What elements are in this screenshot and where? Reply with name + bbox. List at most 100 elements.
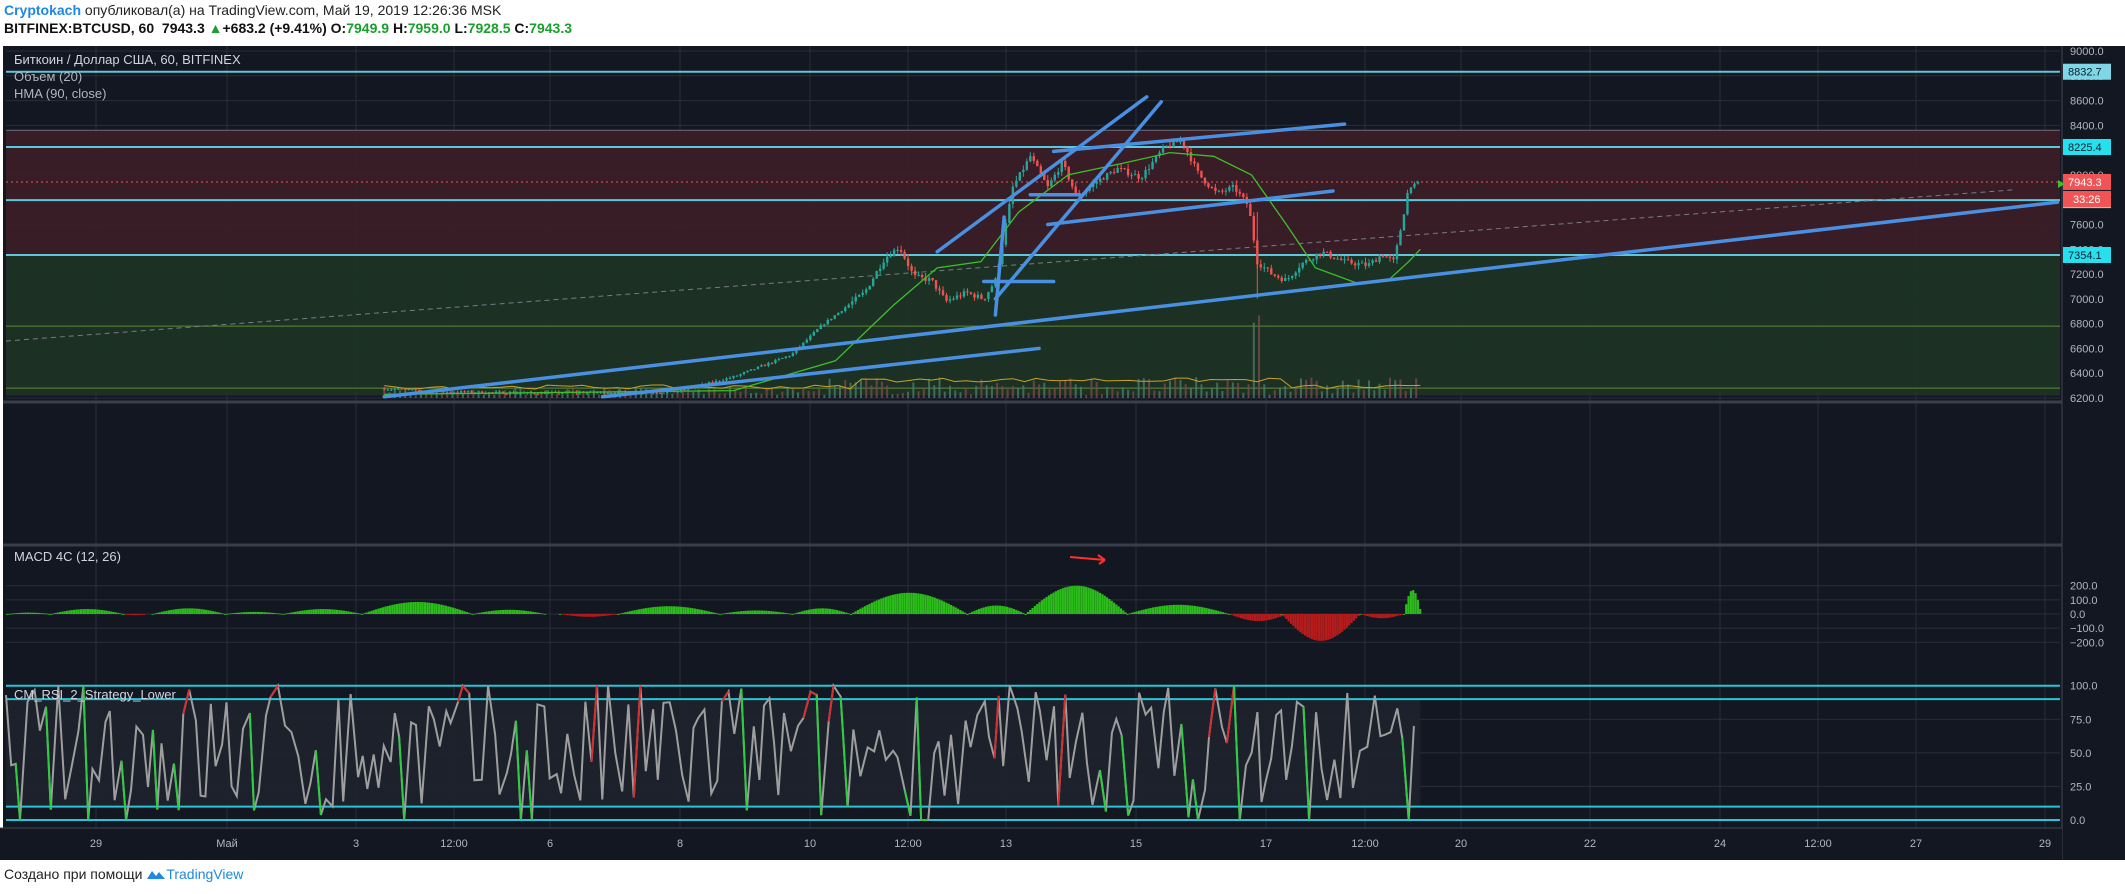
- macd-bar: [926, 595, 929, 614]
- candle-body: [1043, 173, 1046, 181]
- candle-body: [1130, 175, 1133, 177]
- macd-bar: [1071, 585, 1074, 614]
- macd-bar: [38, 612, 41, 614]
- macd-bar: [1357, 614, 1360, 616]
- macd-bar: [633, 610, 636, 614]
- time-axis[interactable]: 29 Май 3 12:00 6 8 10 12:00 13 15 17 12:00 20 22 24 12:…: [0, 827, 2062, 860]
- price-tick-label[interactable]: 8400.0: [2070, 120, 2104, 132]
- price-tick-label[interactable]: 7000.0: [2070, 294, 2104, 306]
- macd-bar: [980, 608, 983, 614]
- rsi-oversold-segment: [314, 750, 322, 816]
- macd-bar: [359, 613, 362, 615]
- macd-bar: [384, 606, 387, 614]
- pane-dividers[interactable]: [0, 46, 2125, 860]
- time-tick-label[interactable]: 13: [1000, 838, 1012, 850]
- time-tick-label[interactable]: 29: [90, 838, 102, 850]
- volume-bar: [781, 391, 784, 398]
- time-tick-label[interactable]: Май: [216, 838, 238, 850]
- price-tick-label[interactable]: 9000.0: [2070, 46, 2104, 58]
- price-tick-label[interactable]: 7600.0: [2070, 219, 2104, 231]
- volume-bar: [461, 393, 464, 398]
- volume-bar: [1252, 322, 1255, 398]
- price-tick-label[interactable]: 6400.0: [2070, 368, 2104, 380]
- price-axis[interactable]: 9000.08800.08600.08400.08200.08000.07800…: [2058, 46, 2125, 860]
- price-tick-label[interactable]: 7200.0: [2070, 269, 2104, 281]
- macd-bar: [480, 612, 484, 614]
- volume-bar: [671, 393, 674, 398]
- trend-line[interactable]: [993, 215, 1006, 317]
- rsi-tick-label[interactable]: 100.0: [2070, 681, 2098, 693]
- trend-line[interactable]: [600, 346, 1041, 399]
- time-tick-label[interactable]: 27: [1910, 838, 1922, 850]
- macd-bar: [513, 609, 516, 614]
- macd-tick-label[interactable]: 100.0: [2070, 595, 2098, 607]
- time-tick-label[interactable]: 12:00: [1351, 838, 1379, 850]
- macd-bar: [1168, 605, 1171, 614]
- price-label[interactable]: 7943.3: [2068, 177, 2102, 189]
- macd-tick-label[interactable]: 0.0: [2070, 609, 2085, 621]
- macd-bar: [1101, 594, 1104, 614]
- time-tick-label[interactable]: 3: [353, 838, 359, 850]
- trend-line[interactable]: [382, 200, 2060, 399]
- macd-bar: [1338, 614, 1341, 634]
- trend-lines[interactable]: [382, 95, 2060, 399]
- trend-line[interactable]: [1046, 189, 1335, 227]
- price-tick-label[interactable]: 6200.0: [2070, 393, 2104, 405]
- price-label[interactable]: 8832.7: [2068, 67, 2102, 79]
- macd-bar: [1235, 614, 1238, 617]
- candle-body: [830, 318, 833, 320]
- macd-bar: [1001, 605, 1004, 614]
- rsi-tick-label[interactable]: 0.0: [2070, 815, 2085, 827]
- time-tick-label[interactable]: 24: [1714, 838, 1726, 850]
- price-tick-label[interactable]: 8600.0: [2070, 96, 2104, 108]
- time-tick-label[interactable]: 12:00: [440, 838, 468, 850]
- time-tick-label[interactable]: 12:00: [894, 838, 922, 850]
- price-tick-label[interactable]: 6600.0: [2070, 343, 2104, 355]
- footer-brand[interactable]: TradingView: [166, 866, 244, 882]
- macd-bar: [1133, 612, 1136, 614]
- volume-bar: [1394, 380, 1397, 398]
- rsi-oversold-segment: [525, 750, 533, 821]
- macd-bar: [1324, 614, 1328, 641]
- price-label[interactable]: 8225.4: [2068, 142, 2102, 154]
- time-tick-label[interactable]: 20: [1455, 838, 1467, 850]
- trend-line[interactable]: [993, 100, 1164, 301]
- macd-bar: [880, 598, 883, 614]
- price-tick-label[interactable]: 6800.0: [2070, 319, 2104, 331]
- macd-bar: [352, 612, 355, 614]
- candle-body: [1318, 253, 1322, 255]
- trend-line[interactable]: [1051, 122, 1347, 154]
- candle-body: [1357, 263, 1360, 266]
- volume-bar: [1347, 384, 1350, 398]
- macd-bar: [12, 613, 16, 615]
- macd-bar: [409, 602, 413, 614]
- chart-canvas[interactable]: 9000.08800.08600.08400.08200.08000.07800…: [0, 46, 2125, 860]
- price-label[interactable]: 7354.1: [2068, 250, 2102, 262]
- time-tick-label[interactable]: 12:00: [1804, 838, 1832, 850]
- macd-tick-label[interactable]: −200.0: [2070, 637, 2104, 649]
- macd-bar: [275, 613, 278, 615]
- time-tick-label[interactable]: 15: [1130, 838, 1142, 850]
- author-name[interactable]: Cryptokach: [4, 2, 82, 18]
- time-tick-label[interactable]: 8: [677, 838, 683, 850]
- macd-bar: [887, 596, 890, 614]
- macd-tick-label[interactable]: −100.0: [2070, 623, 2104, 635]
- rsi-tick-label[interactable]: 75.0: [2070, 714, 2091, 726]
- candle-body: [1287, 278, 1290, 280]
- trend-line[interactable]: [935, 95, 1149, 254]
- time-tick-label[interactable]: 17: [1260, 838, 1272, 850]
- rsi-tick-label[interactable]: 50.0: [2070, 748, 2091, 760]
- time-tick-label[interactable]: 10: [804, 838, 816, 850]
- macd-bar: [661, 606, 664, 614]
- macd-bar: [379, 607, 382, 614]
- macd-bar: [485, 611, 488, 614]
- macd-bar: [1085, 586, 1088, 614]
- macd-tick-label[interactable]: 200.0: [2070, 581, 2098, 593]
- macd-bar: [280, 613, 283, 615]
- time-tick-label[interactable]: 22: [1584, 838, 1596, 850]
- rsi-tick-label[interactable]: 25.0: [2070, 781, 2091, 793]
- macd-bar: [1281, 614, 1284, 616]
- time-tick-label[interactable]: 29: [2039, 838, 2051, 850]
- candle-body: [1343, 259, 1346, 261]
- time-tick-label[interactable]: 6: [547, 838, 553, 850]
